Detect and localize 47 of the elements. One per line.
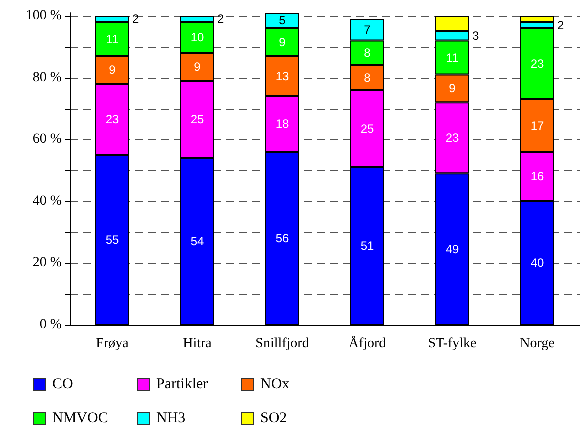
data-label: 17 — [530, 118, 544, 133]
legend-label: SO2 — [260, 410, 288, 426]
data-label: 16 — [530, 170, 544, 184]
data-label: 3 — [472, 29, 480, 44]
data-label: 9 — [109, 63, 116, 78]
data-label: 23 — [530, 56, 544, 71]
data-label: 54 — [190, 234, 204, 249]
data-label: 2 — [218, 12, 224, 26]
data-label: 8 — [364, 46, 372, 60]
y-tick-label: 0 % — [40, 318, 62, 332]
data-label: 56 — [276, 232, 290, 246]
y-tick-label: 80 % — [32, 70, 62, 86]
data-label: 9 — [279, 35, 286, 50]
data-label: 5 — [279, 14, 286, 28]
data-label: 11 — [106, 32, 120, 46]
data-label: 25 — [360, 122, 374, 136]
legend-label: Partikler — [156, 376, 208, 392]
data-label: 40 — [530, 256, 544, 270]
legend-label: NMVOC — [52, 410, 108, 426]
data-label: 23 — [446, 131, 460, 146]
data-label: 2 — [558, 18, 564, 32]
legend-label: NH3 — [156, 410, 186, 426]
x-tick-label: Norge — [520, 336, 555, 352]
data-label: 9 — [449, 82, 456, 96]
legend-label: NOx — [260, 376, 290, 392]
y-tick-label: 60 % — [32, 132, 62, 148]
y-tick-label: 20 % — [32, 256, 62, 271]
x-tick-label: Hitra — [183, 336, 213, 352]
data-label: 9 — [194, 60, 202, 74]
data-label: 11 — [446, 50, 460, 65]
data-label: 8 — [364, 70, 372, 85]
data-label: 13 — [276, 69, 290, 84]
data-label: 18 — [276, 117, 290, 132]
legend-label: CO — [52, 376, 74, 392]
x-tick-label: ST-fylke — [428, 336, 477, 352]
y-tick-label: 40 % — [32, 194, 62, 209]
data-label: 7 — [364, 22, 372, 37]
data-label: 49 — [446, 242, 460, 256]
x-tick-label: Snillfjord — [256, 336, 310, 352]
x-tick-label: Frøya — [96, 336, 130, 352]
data-label: 51 — [360, 239, 374, 254]
data-label: 23 — [106, 112, 120, 127]
data-label: 10 — [190, 30, 204, 45]
y-tick-label: 100 % — [26, 8, 62, 24]
data-label: 25 — [190, 112, 204, 127]
x-tick-label: Åfjord — [348, 336, 386, 352]
data-label: 55 — [106, 233, 120, 248]
